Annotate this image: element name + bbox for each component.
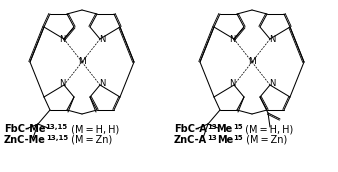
- Text: 15: 15: [233, 135, 243, 141]
- Text: N: N: [269, 79, 275, 89]
- Text: 15: 15: [233, 124, 242, 130]
- Text: FbC-Me: FbC-Me: [4, 124, 46, 134]
- Text: N: N: [99, 35, 105, 45]
- Text: 13: 13: [207, 135, 217, 141]
- Text: (M = Zn): (M = Zn): [243, 135, 287, 145]
- Text: M: M: [248, 57, 256, 67]
- Text: Me: Me: [217, 124, 233, 134]
- Text: N: N: [269, 35, 275, 45]
- Text: ZnC-A: ZnC-A: [174, 135, 207, 145]
- Text: (M = H, H): (M = H, H): [242, 124, 294, 134]
- Text: Me: Me: [217, 135, 233, 145]
- Text: FbC-A: FbC-A: [174, 124, 207, 134]
- Text: N: N: [99, 79, 105, 89]
- Text: N: N: [59, 35, 65, 45]
- Text: N: N: [229, 35, 235, 45]
- Text: (M = Zn): (M = Zn): [68, 135, 112, 145]
- Text: N: N: [59, 79, 65, 89]
- Text: 13,15: 13,15: [46, 124, 68, 130]
- Text: 13: 13: [207, 124, 217, 130]
- Text: M: M: [78, 57, 86, 67]
- Text: N: N: [229, 79, 235, 89]
- Text: ZnC-Me: ZnC-Me: [4, 135, 46, 145]
- Text: (M = H, H): (M = H, H): [68, 124, 119, 134]
- Text: 13,15: 13,15: [46, 135, 68, 141]
